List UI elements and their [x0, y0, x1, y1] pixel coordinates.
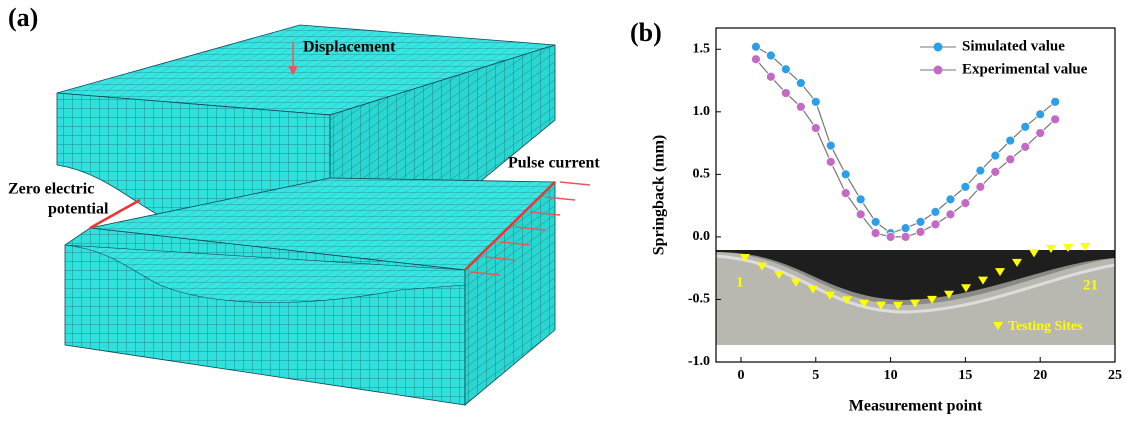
data-point	[1020, 141, 1031, 152]
inset-label: 1	[736, 274, 744, 290]
annotation: potential	[48, 201, 109, 218]
testing-site	[1046, 245, 1056, 253]
data-point	[766, 50, 776, 61]
testing-site	[876, 301, 886, 310]
data-point	[930, 206, 941, 217]
x-tick-label: 5	[812, 368, 819, 383]
data-point	[810, 96, 821, 107]
testing-site	[842, 296, 852, 305]
testing-site	[808, 285, 818, 294]
data-point	[840, 169, 851, 180]
testing-site	[1029, 249, 1039, 258]
data-point	[840, 188, 851, 199]
panel-label: (a)	[8, 3, 38, 32]
data-point	[766, 71, 776, 82]
testing-site	[825, 291, 835, 300]
data-point	[900, 232, 911, 242]
testing-site	[1012, 258, 1022, 267]
data-point	[780, 64, 791, 75]
plot-frame	[715, 27, 1116, 363]
x-tick-label: 0	[737, 368, 744, 383]
testing-site	[995, 268, 1005, 277]
testing-site	[859, 299, 869, 308]
testing-site	[757, 262, 767, 271]
data-point	[990, 150, 1001, 161]
testing-site	[791, 278, 801, 287]
data-point	[825, 140, 836, 151]
inset-label: Testing Sites	[1008, 319, 1083, 334]
testing-site	[961, 284, 971, 293]
data-point	[810, 123, 821, 133]
y-tick-label: 0.5	[693, 167, 711, 182]
testing-site	[1080, 243, 1090, 251]
data-point	[870, 228, 881, 239]
y-tick-label: 1.0	[693, 104, 711, 119]
data-point	[945, 209, 956, 220]
y-axis-label: Springback (mm)	[651, 135, 668, 255]
data-point	[960, 198, 971, 209]
y-tick-label: 0.0	[693, 229, 711, 244]
testing-site	[740, 254, 750, 262]
data-point	[825, 156, 836, 167]
data-point	[1035, 109, 1046, 120]
testing-site	[927, 295, 937, 304]
data-point	[960, 181, 971, 192]
data-point	[930, 219, 941, 230]
data-point	[900, 223, 911, 234]
data-point	[751, 54, 761, 65]
x-tick-label: 10	[884, 368, 898, 383]
legend-label: Experimental value	[962, 61, 1088, 77]
data-point	[855, 194, 866, 205]
data-point	[1020, 121, 1031, 132]
x-tick-label: 20	[1033, 368, 1047, 383]
testing-site	[774, 270, 784, 279]
mesh-model	[56, 24, 591, 406]
data-point	[915, 216, 926, 227]
inset-part	[716, 252, 1115, 345]
legend-symbol	[993, 322, 1003, 330]
testing-site	[944, 290, 954, 299]
testing-site	[978, 276, 988, 285]
legend-marker	[933, 42, 943, 52]
annotation: Zero electric	[8, 181, 94, 198]
testing-site	[1063, 244, 1073, 252]
data-point	[1035, 128, 1046, 138]
legend-marker	[933, 65, 943, 75]
data-point	[855, 209, 866, 220]
data-point	[1005, 154, 1016, 165]
data-point	[1005, 135, 1016, 146]
inset-label: 21	[1083, 277, 1098, 293]
annotation: Pulse current	[508, 155, 600, 172]
data-point	[975, 165, 986, 176]
y-tick-label: 1.5	[693, 41, 711, 56]
testing-site	[893, 301, 903, 310]
x-tick-label: 25	[1108, 368, 1122, 383]
data-point	[915, 227, 926, 237]
data-point	[990, 166, 1001, 177]
legend-label: Simulated value	[962, 38, 1065, 54]
data-point	[795, 101, 806, 112]
data-point	[885, 232, 896, 242]
data-point	[975, 181, 986, 192]
x-axis-label: Measurement point	[849, 398, 983, 415]
data-point	[1050, 114, 1061, 125]
inset-part	[715, 254, 1116, 314]
y-tick-label: -1.0	[688, 354, 710, 369]
data-point	[1050, 96, 1061, 107]
y-tick-label: -0.5	[688, 292, 710, 307]
data-point	[795, 78, 806, 88]
data-point	[751, 41, 761, 52]
x-tick-label: 15	[958, 368, 972, 383]
testing-site	[910, 299, 920, 308]
panel-label: (b)	[630, 18, 662, 47]
data-point	[945, 194, 956, 205]
data-point	[780, 88, 791, 98]
annotation: Displacement	[303, 39, 396, 56]
data-point	[870, 216, 881, 227]
